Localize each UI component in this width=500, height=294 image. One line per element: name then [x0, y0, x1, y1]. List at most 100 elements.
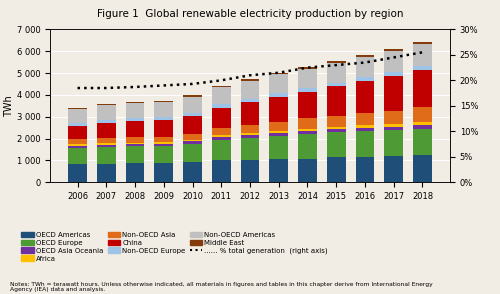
- Bar: [413, 42, 432, 44]
- Bar: [126, 144, 144, 146]
- Bar: [183, 116, 202, 133]
- Bar: [154, 144, 173, 146]
- Bar: [356, 128, 374, 131]
- Bar: [126, 146, 144, 163]
- Bar: [384, 49, 403, 51]
- Bar: [270, 73, 288, 74]
- Bar: [183, 144, 202, 161]
- Bar: [413, 107, 432, 122]
- Bar: [298, 159, 317, 182]
- Bar: [327, 132, 345, 157]
- Bar: [327, 127, 345, 129]
- Bar: [298, 69, 317, 88]
- Bar: [384, 76, 403, 111]
- Bar: [154, 137, 173, 142]
- Bar: [97, 147, 116, 164]
- Text: Agency (IEA) data and analysis.: Agency (IEA) data and analysis.: [10, 287, 105, 292]
- Bar: [384, 51, 403, 72]
- Bar: [384, 130, 403, 156]
- Bar: [154, 163, 173, 182]
- Bar: [298, 118, 317, 128]
- Bar: [384, 156, 403, 182]
- Bar: [212, 137, 231, 140]
- Bar: [298, 67, 317, 69]
- Bar: [270, 74, 288, 93]
- Bar: [212, 104, 231, 108]
- Bar: [154, 142, 173, 144]
- Bar: [240, 125, 260, 133]
- Bar: [327, 116, 345, 127]
- Bar: [183, 140, 202, 141]
- Bar: [270, 122, 288, 131]
- Bar: [126, 163, 144, 182]
- Bar: [240, 98, 260, 102]
- Bar: [413, 155, 432, 182]
- Bar: [356, 156, 374, 182]
- Bar: [327, 86, 345, 116]
- Bar: [356, 81, 374, 113]
- Bar: [212, 108, 231, 128]
- Bar: [68, 109, 87, 123]
- Legend: OECD Americas, OECD Europe, OECD Asia Oceania, Africa, Non-OECD Asia, China, Non: OECD Americas, OECD Europe, OECD Asia Oc…: [22, 232, 328, 262]
- Bar: [183, 113, 202, 116]
- Bar: [327, 63, 345, 83]
- Bar: [356, 55, 374, 56]
- Bar: [97, 145, 116, 147]
- Bar: [356, 131, 374, 156]
- Bar: [68, 146, 87, 148]
- Bar: [384, 124, 403, 127]
- Bar: [240, 138, 260, 160]
- Bar: [413, 125, 432, 128]
- Bar: [97, 104, 116, 105]
- Bar: [126, 121, 144, 137]
- Bar: [240, 160, 260, 182]
- Bar: [240, 81, 260, 98]
- Bar: [212, 161, 231, 182]
- Text: Figure 1  Global renewable electricity production by region: Figure 1 Global renewable electricity pr…: [97, 9, 403, 19]
- Bar: [270, 96, 288, 122]
- Bar: [154, 120, 173, 137]
- Bar: [212, 86, 231, 87]
- Bar: [240, 79, 260, 81]
- Bar: [240, 102, 260, 125]
- Bar: [212, 128, 231, 136]
- Bar: [298, 88, 317, 92]
- Bar: [154, 101, 173, 102]
- Bar: [68, 123, 87, 126]
- Bar: [97, 164, 116, 182]
- Bar: [97, 143, 116, 145]
- Bar: [154, 146, 173, 163]
- Bar: [68, 164, 87, 182]
- Bar: [126, 143, 144, 144]
- Bar: [298, 128, 317, 131]
- Bar: [212, 136, 231, 137]
- Bar: [240, 135, 260, 138]
- Bar: [126, 103, 144, 118]
- Bar: [384, 72, 403, 76]
- Bar: [384, 111, 403, 124]
- Bar: [126, 102, 144, 103]
- Bar: [327, 83, 345, 86]
- Bar: [413, 70, 432, 107]
- Bar: [68, 139, 87, 144]
- Bar: [270, 136, 288, 159]
- Bar: [270, 131, 288, 133]
- Bar: [270, 159, 288, 182]
- Bar: [298, 131, 317, 133]
- Bar: [298, 133, 317, 159]
- Bar: [327, 129, 345, 132]
- Bar: [126, 137, 144, 143]
- Bar: [97, 138, 116, 143]
- Bar: [154, 102, 173, 117]
- Bar: [413, 128, 432, 155]
- Bar: [212, 87, 231, 104]
- Bar: [68, 144, 87, 146]
- Bar: [327, 61, 345, 63]
- Bar: [154, 117, 173, 120]
- Bar: [126, 118, 144, 121]
- Bar: [356, 126, 374, 128]
- Bar: [356, 113, 374, 126]
- Bar: [327, 157, 345, 182]
- Bar: [97, 120, 116, 123]
- Bar: [68, 148, 87, 164]
